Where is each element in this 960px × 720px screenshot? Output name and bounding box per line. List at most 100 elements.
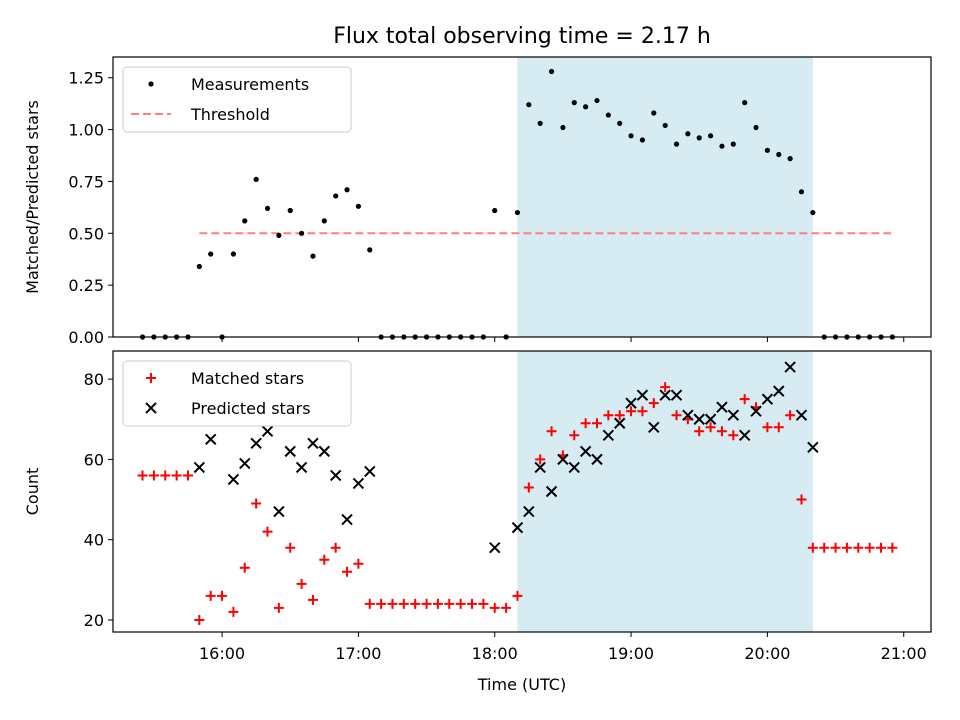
data-point	[387, 598, 398, 609]
data-point	[591, 418, 602, 429]
y-tick-label: 60	[84, 450, 104, 469]
chart-title: Flux total observing time = 2.17 h	[333, 24, 711, 49]
data-point	[591, 453, 603, 466]
data-point	[208, 251, 214, 257]
data-point	[785, 410, 796, 421]
legend-frame	[122, 360, 352, 427]
data-point	[344, 187, 350, 193]
data-point	[489, 541, 501, 554]
data-point	[705, 422, 716, 433]
data-point	[228, 606, 239, 617]
data-point	[137, 470, 148, 481]
y-tick-label: 0.50	[68, 224, 104, 243]
data-point	[205, 590, 216, 601]
legend: Matched stars Predicted stars	[122, 360, 352, 427]
data-point	[795, 409, 808, 421]
data-point	[310, 253, 316, 259]
data-point	[696, 135, 702, 141]
data-point	[659, 389, 671, 401]
data-point	[262, 526, 273, 537]
data-point	[773, 422, 784, 433]
data-point	[776, 151, 782, 158]
data-point	[355, 203, 361, 209]
data-point	[273, 602, 284, 613]
data-point	[853, 542, 864, 553]
data-point	[329, 469, 342, 482]
data-point	[876, 542, 887, 553]
data-point	[841, 542, 852, 553]
data-point	[580, 418, 591, 429]
legend-frame	[122, 66, 352, 133]
data-point	[728, 430, 739, 441]
data-point	[730, 141, 736, 147]
series-predicted-stars	[193, 361, 819, 554]
data-point	[295, 461, 308, 474]
data-point	[628, 133, 634, 139]
data-point	[887, 542, 898, 553]
data-point	[613, 417, 626, 429]
data-point	[364, 598, 375, 609]
data-point	[719, 143, 725, 149]
data-point	[526, 102, 532, 108]
legend: Measurements Threshold	[122, 66, 352, 133]
data-point	[617, 120, 623, 126]
data-point	[253, 176, 259, 182]
data-point	[285, 542, 296, 553]
x-axis-label: Time (UTC)	[477, 675, 566, 694]
data-point	[787, 156, 793, 162]
data-point	[662, 122, 668, 129]
data-point	[376, 598, 387, 609]
data-point	[707, 133, 714, 139]
data-point	[626, 406, 637, 417]
data-point	[239, 562, 250, 573]
data-point	[605, 112, 611, 118]
data-point	[194, 614, 205, 625]
data-point	[333, 193, 339, 199]
series-matched-stars	[137, 382, 898, 625]
data-point	[193, 461, 206, 474]
data-point	[546, 426, 557, 437]
data-point	[534, 461, 546, 474]
data-point	[182, 470, 193, 481]
data-point	[648, 421, 660, 433]
data-point	[523, 482, 534, 493]
data-point	[569, 430, 580, 441]
data-point	[761, 393, 774, 405]
highlight-band	[517, 57, 813, 337]
data-point	[673, 141, 680, 147]
data-point	[352, 477, 365, 490]
data-point	[467, 598, 478, 609]
data-point	[298, 230, 305, 236]
y-tick-label: 0.00	[68, 328, 104, 347]
data-point	[537, 120, 543, 126]
y-tick-label: 0.25	[68, 276, 104, 295]
data-point	[478, 598, 489, 609]
x-tick-label: 20:00	[744, 644, 790, 663]
data-point	[693, 413, 705, 425]
data-point	[716, 426, 727, 437]
data-point	[492, 207, 498, 214]
data-point	[444, 598, 455, 609]
data-point	[648, 398, 659, 409]
data-point	[410, 598, 421, 609]
data-point	[819, 542, 830, 553]
data-point	[614, 410, 625, 421]
data-point	[242, 218, 248, 224]
data-point	[250, 437, 262, 450]
data-point	[796, 494, 807, 505]
y-tick-label: 1.25	[68, 69, 104, 88]
data-point	[773, 385, 785, 397]
data-point	[230, 251, 237, 257]
data-point	[364, 465, 376, 478]
data-point	[568, 461, 580, 474]
legend-label: Matched stars	[191, 369, 304, 388]
data-point	[727, 409, 740, 421]
data-point	[307, 437, 319, 450]
y-tick-label: 20	[84, 611, 104, 630]
data-point	[671, 410, 682, 421]
data-point	[742, 100, 748, 106]
data-point	[160, 470, 171, 481]
legend-marker	[145, 402, 157, 414]
data-point	[637, 406, 648, 417]
data-point	[511, 521, 524, 534]
